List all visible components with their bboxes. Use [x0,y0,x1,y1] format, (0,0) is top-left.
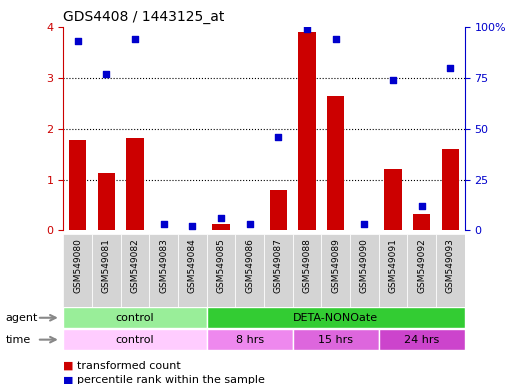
Text: GSM549086: GSM549086 [245,238,254,293]
Point [446,65,455,71]
Text: 8 hrs: 8 hrs [235,334,263,345]
Text: GSM549092: GSM549092 [417,238,426,293]
Bar [379,234,407,309]
Point [131,36,139,42]
Text: GSM549088: GSM549088 [303,238,312,293]
Bar [327,96,344,230]
Text: GSM549087: GSM549087 [274,238,283,293]
Bar [206,307,465,328]
Bar [92,234,121,309]
Bar [436,234,465,309]
Text: 24 hrs: 24 hrs [404,334,439,345]
Text: GSM549090: GSM549090 [360,238,369,293]
Bar [206,234,235,309]
Text: GDS4408 / 1443125_at: GDS4408 / 1443125_at [63,10,225,25]
Text: DETA-NONOate: DETA-NONOate [293,313,378,323]
Text: GSM549091: GSM549091 [389,238,398,293]
Text: transformed count: transformed count [77,361,180,371]
Text: ■: ■ [63,375,74,384]
Bar [293,234,322,309]
Bar [384,169,402,230]
Bar [379,329,465,350]
Text: percentile rank within the sample: percentile rank within the sample [77,375,265,384]
Text: GSM549089: GSM549089 [331,238,340,293]
Bar [298,32,316,230]
Point [360,221,369,227]
Point [102,71,110,77]
Bar [63,307,206,328]
Bar [63,329,206,350]
Bar [235,234,264,309]
Point [274,134,282,140]
Bar [270,190,287,230]
Bar [98,173,115,230]
Text: 15 hrs: 15 hrs [318,334,353,345]
Text: ■: ■ [63,361,74,371]
Point [303,26,311,32]
Bar [413,214,430,230]
Text: control: control [116,334,154,345]
Text: time: time [5,334,31,345]
Bar [178,234,206,309]
Text: GSM549085: GSM549085 [216,238,225,293]
Point [389,77,397,83]
Text: control: control [116,313,154,323]
Bar [322,234,350,309]
Point [188,223,196,229]
Point [332,36,340,42]
Point [73,38,82,44]
Text: GSM549093: GSM549093 [446,238,455,293]
Text: GSM549081: GSM549081 [102,238,111,293]
Text: GSM549082: GSM549082 [130,238,139,293]
Text: GSM549083: GSM549083 [159,238,168,293]
Text: agent: agent [5,313,37,323]
Text: GSM549080: GSM549080 [73,238,82,293]
Bar [206,329,293,350]
Bar [69,140,86,230]
Bar [149,234,178,309]
Point [217,215,225,221]
Bar [121,234,149,309]
Bar [126,138,144,230]
Bar [350,234,379,309]
Bar [442,149,459,230]
Point [159,221,168,227]
Bar [212,224,230,230]
Bar [63,234,92,309]
Bar [293,329,379,350]
Point [246,221,254,227]
Bar [407,234,436,309]
Bar [264,234,293,309]
Point [418,203,426,209]
Text: GSM549084: GSM549084 [188,238,197,293]
